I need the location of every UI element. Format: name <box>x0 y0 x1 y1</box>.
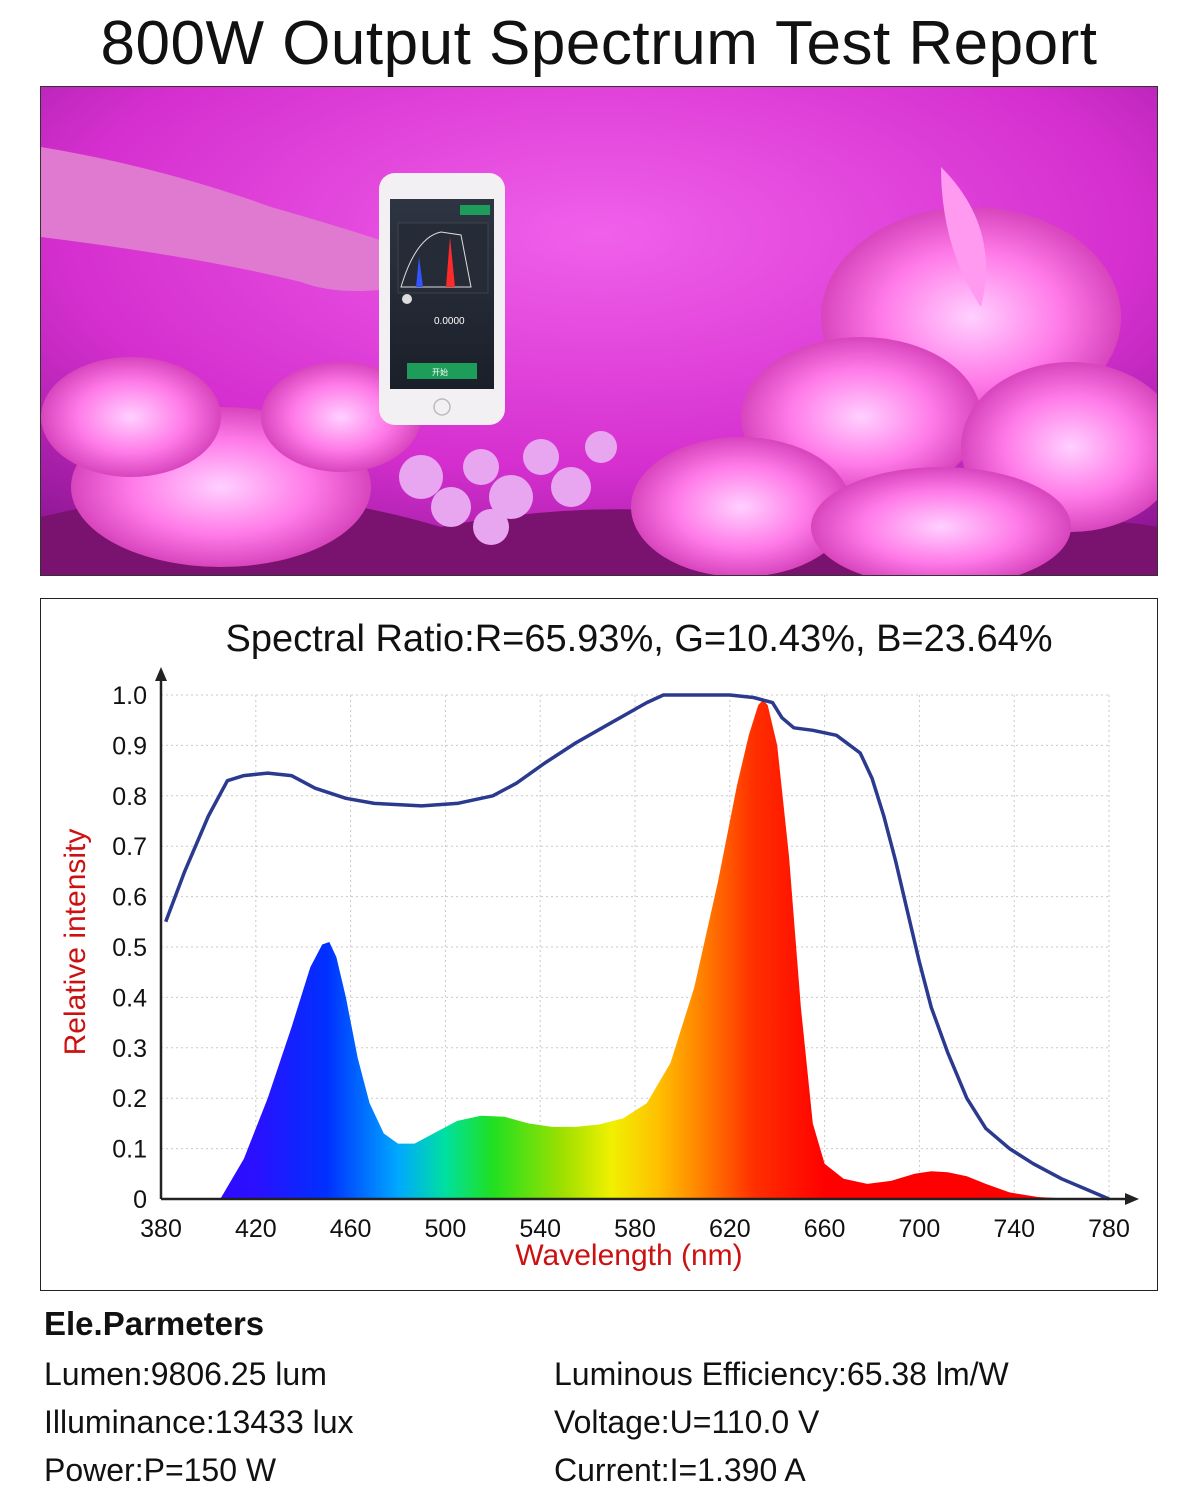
x-tick-label: 660 <box>804 1215 846 1243</box>
y-tick-labels: 0 0.1 0.2 0.3 0.4 0.5 0.6 0.7 0.8 0.9 1.0 <box>112 682 147 1214</box>
chart-title: Spectral Ratio:R=65.93%, G=10.43%, B=23.… <box>225 618 1052 660</box>
smartphone: 0.0000 开始 <box>379 173 505 425</box>
y-tick-label: 0.9 <box>112 732 147 760</box>
param-lumen: Lumen:9806.25 lum <box>44 1356 327 1392</box>
x-tick-label: 460 <box>330 1215 372 1243</box>
x-tick-label: 380 <box>140 1215 182 1243</box>
x-tick-label: 500 <box>425 1215 467 1243</box>
y-axis-label: Relative intensity <box>59 829 92 1056</box>
chart-axes <box>155 667 1139 1205</box>
x-tick-label: 780 <box>1088 1215 1130 1243</box>
param-voltage: Voltage:U=110.0 V <box>554 1404 820 1440</box>
grow-light-photo: 0.0000 开始 <box>40 86 1158 576</box>
y-tick-label: 0.7 <box>112 833 147 861</box>
param-illuminance: Illuminance:13433 lux <box>44 1404 354 1440</box>
purple-flowers <box>399 431 617 545</box>
phone-button-label: 开始 <box>432 367 448 377</box>
param-power: Power:P=150 W <box>44 1452 277 1488</box>
page-title: 800W Output Spectrum Test Report <box>100 9 1098 78</box>
phone-readout: 0.0000 <box>434 316 465 327</box>
x-tick-label: 740 <box>993 1215 1035 1243</box>
spectrum-area-series <box>220 700 1074 1199</box>
y-tick-label: 0.2 <box>112 1085 147 1113</box>
y-tick-label: 0.3 <box>112 1035 147 1063</box>
y-tick-label: 0.6 <box>112 884 147 912</box>
spectrum-chart: Spectral Ratio:R=65.93%, G=10.43%, B=23.… <box>59 618 1139 1272</box>
x-axis-arrow <box>1125 1193 1139 1205</box>
y-tick-label: 0.5 <box>112 934 147 962</box>
y-tick-label: 1.0 <box>112 682 147 710</box>
y-tick-label: 0.1 <box>112 1136 147 1164</box>
spectrum-chart-panel: Spectral Ratio:R=65.93%, G=10.43%, B=23.… <box>40 598 1158 1291</box>
y-tick-label: 0.8 <box>112 783 147 811</box>
parameters-title: Ele.Parmeters <box>44 1305 265 1342</box>
x-tick-labels: 380 420 460 500 540 580 620 660 700 740 780 <box>140 1215 1130 1243</box>
param-current: Current:I=1.390 A <box>554 1452 806 1488</box>
param-luminous-efficiency: Luminous Efficiency:65.38 lm/W <box>554 1356 1009 1392</box>
x-tick-label: 700 <box>899 1215 941 1243</box>
y-tick-label: 0.4 <box>112 984 147 1012</box>
y-tick-label: 0 <box>133 1186 147 1214</box>
chart-plot <box>164 693 1110 1201</box>
x-tick-label: 580 <box>614 1215 656 1243</box>
x-axis-label: Wavelength (nm) <box>515 1239 742 1272</box>
x-tick-label: 420 <box>235 1215 277 1243</box>
y-axis-arrow <box>155 667 167 681</box>
lily-right <box>631 167 1157 575</box>
chart-grid <box>161 694 1110 1199</box>
photo-illustration: 0.0000 开始 <box>41 87 1157 575</box>
x-tick-label: 540 <box>519 1215 561 1243</box>
x-tick-label: 620 <box>709 1215 751 1243</box>
envelope-line-series <box>164 693 1110 1201</box>
